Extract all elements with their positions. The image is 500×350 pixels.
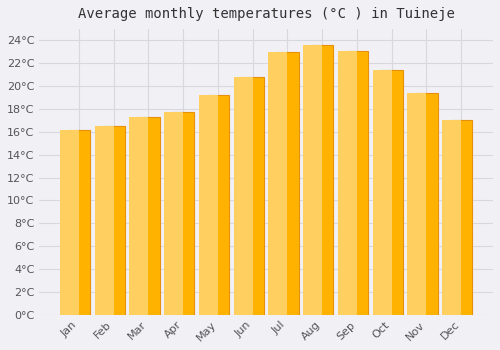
Bar: [60, 130, 79, 315]
Bar: [242, 77, 264, 315]
Bar: [130, 117, 148, 315]
Bar: [164, 112, 183, 315]
Bar: [450, 120, 472, 315]
Bar: [68, 130, 90, 315]
Bar: [338, 51, 357, 315]
Bar: [199, 95, 218, 315]
Bar: [408, 93, 426, 315]
Bar: [172, 112, 195, 315]
Bar: [234, 77, 252, 315]
Title: Average monthly temperatures (°C ) in Tuineje: Average monthly temperatures (°C ) in Tu…: [78, 7, 454, 21]
Bar: [94, 126, 114, 315]
Bar: [380, 70, 403, 315]
Bar: [206, 95, 229, 315]
Bar: [372, 70, 392, 315]
Bar: [415, 93, 438, 315]
Bar: [102, 126, 125, 315]
Bar: [276, 52, 298, 315]
Bar: [268, 52, 287, 315]
Bar: [442, 120, 461, 315]
Bar: [137, 117, 160, 315]
Bar: [311, 45, 334, 315]
Bar: [346, 51, 368, 315]
Bar: [303, 45, 322, 315]
